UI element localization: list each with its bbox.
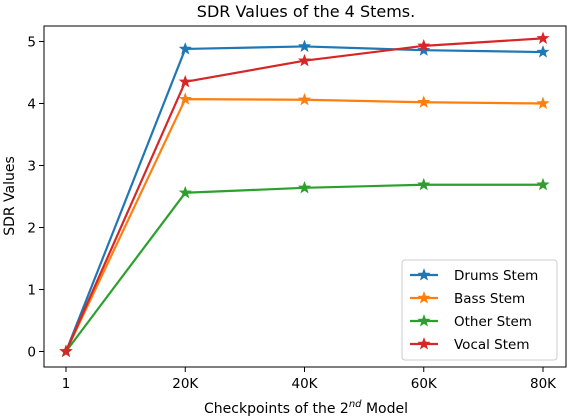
series-bass-stem: [59, 92, 550, 358]
x-axis-label-main: Checkpoints of the 2: [204, 401, 349, 417]
x-axis-label-tail: Model: [362, 401, 408, 417]
data-point: [297, 53, 312, 67]
data-point: [536, 96, 550, 110]
x-tick-label: 60K: [411, 376, 438, 392]
x-tick-label: 80K: [530, 376, 557, 392]
x-axis: 1 20K 40K 60K 80K: [62, 367, 557, 392]
data-point: [178, 92, 192, 105]
y-axis-label: SDR Values: [2, 156, 18, 236]
y-axis: 0 1 2 3 4 5: [27, 35, 44, 361]
data-point: [178, 42, 192, 55]
data-point: [178, 185, 192, 199]
data-point: [417, 38, 431, 52]
data-point: [297, 92, 312, 106]
data-point: [536, 31, 550, 44]
legend-marker: [417, 314, 431, 327]
y-tick-label: 3: [27, 159, 36, 175]
y-tick-label: 0: [27, 345, 36, 361]
x-tick-label: 20K: [172, 376, 199, 392]
x-axis-label-superscript: nd: [349, 399, 362, 410]
data-point: [417, 43, 431, 56]
legend-label: Bass Stem: [454, 291, 525, 307]
legend-item: Drums Stem: [410, 268, 538, 284]
data-point: [417, 177, 431, 191]
legend-item: Bass Stem: [410, 291, 525, 307]
legend-marker: [417, 268, 431, 281]
data-point: [297, 39, 312, 53]
data-point: [59, 344, 73, 358]
y-tick-label: 2: [27, 221, 36, 237]
series-vocal-stem: [59, 31, 550, 358]
data-point: [536, 177, 550, 191]
legend-label: Vocal Stem: [454, 337, 530, 353]
legend-marker: [417, 291, 431, 304]
data-point: [536, 45, 550, 58]
legend-box: [401, 259, 558, 361]
y-tick-label: 1: [27, 283, 36, 299]
plot-area: [43, 25, 567, 368]
y-tick-label: 5: [27, 35, 36, 51]
x-tick-label: 1: [62, 376, 71, 392]
data-point: [178, 74, 192, 88]
legend: Drums Stem Bass Stem Other Stem Vocal Stem: [401, 259, 558, 361]
data-point: [297, 180, 312, 194]
legend-marker: [417, 337, 431, 350]
legend-label: Other Stem: [454, 314, 532, 330]
chart-title: SDR Values of the 4 Stems.: [197, 2, 415, 21]
legend-item: Vocal Stem: [410, 337, 530, 353]
x-tick-label: 40K: [291, 376, 318, 392]
y-tick-label: 4: [27, 97, 36, 113]
legend-item: Other Stem: [410, 314, 532, 330]
x-axis-label: Checkpoints of the 2nd Model: [204, 399, 408, 417]
data-point: [417, 95, 431, 108]
legend-label: Drums Stem: [454, 268, 538, 284]
